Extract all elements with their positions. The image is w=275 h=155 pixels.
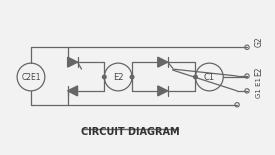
Circle shape [103, 75, 106, 79]
Text: C2E1: C2E1 [21, 73, 41, 82]
Polygon shape [158, 57, 168, 67]
Text: E2: E2 [254, 66, 263, 76]
Polygon shape [68, 57, 78, 67]
Text: G2: G2 [254, 37, 263, 47]
Text: G1 E1: G1 E1 [256, 77, 262, 98]
Polygon shape [68, 86, 78, 96]
Polygon shape [158, 86, 168, 96]
Text: CIRCUIT DIAGRAM: CIRCUIT DIAGRAM [81, 126, 179, 137]
Circle shape [194, 75, 197, 79]
Text: E2: E2 [113, 73, 123, 82]
Text: C1: C1 [204, 73, 215, 82]
Circle shape [130, 75, 134, 79]
